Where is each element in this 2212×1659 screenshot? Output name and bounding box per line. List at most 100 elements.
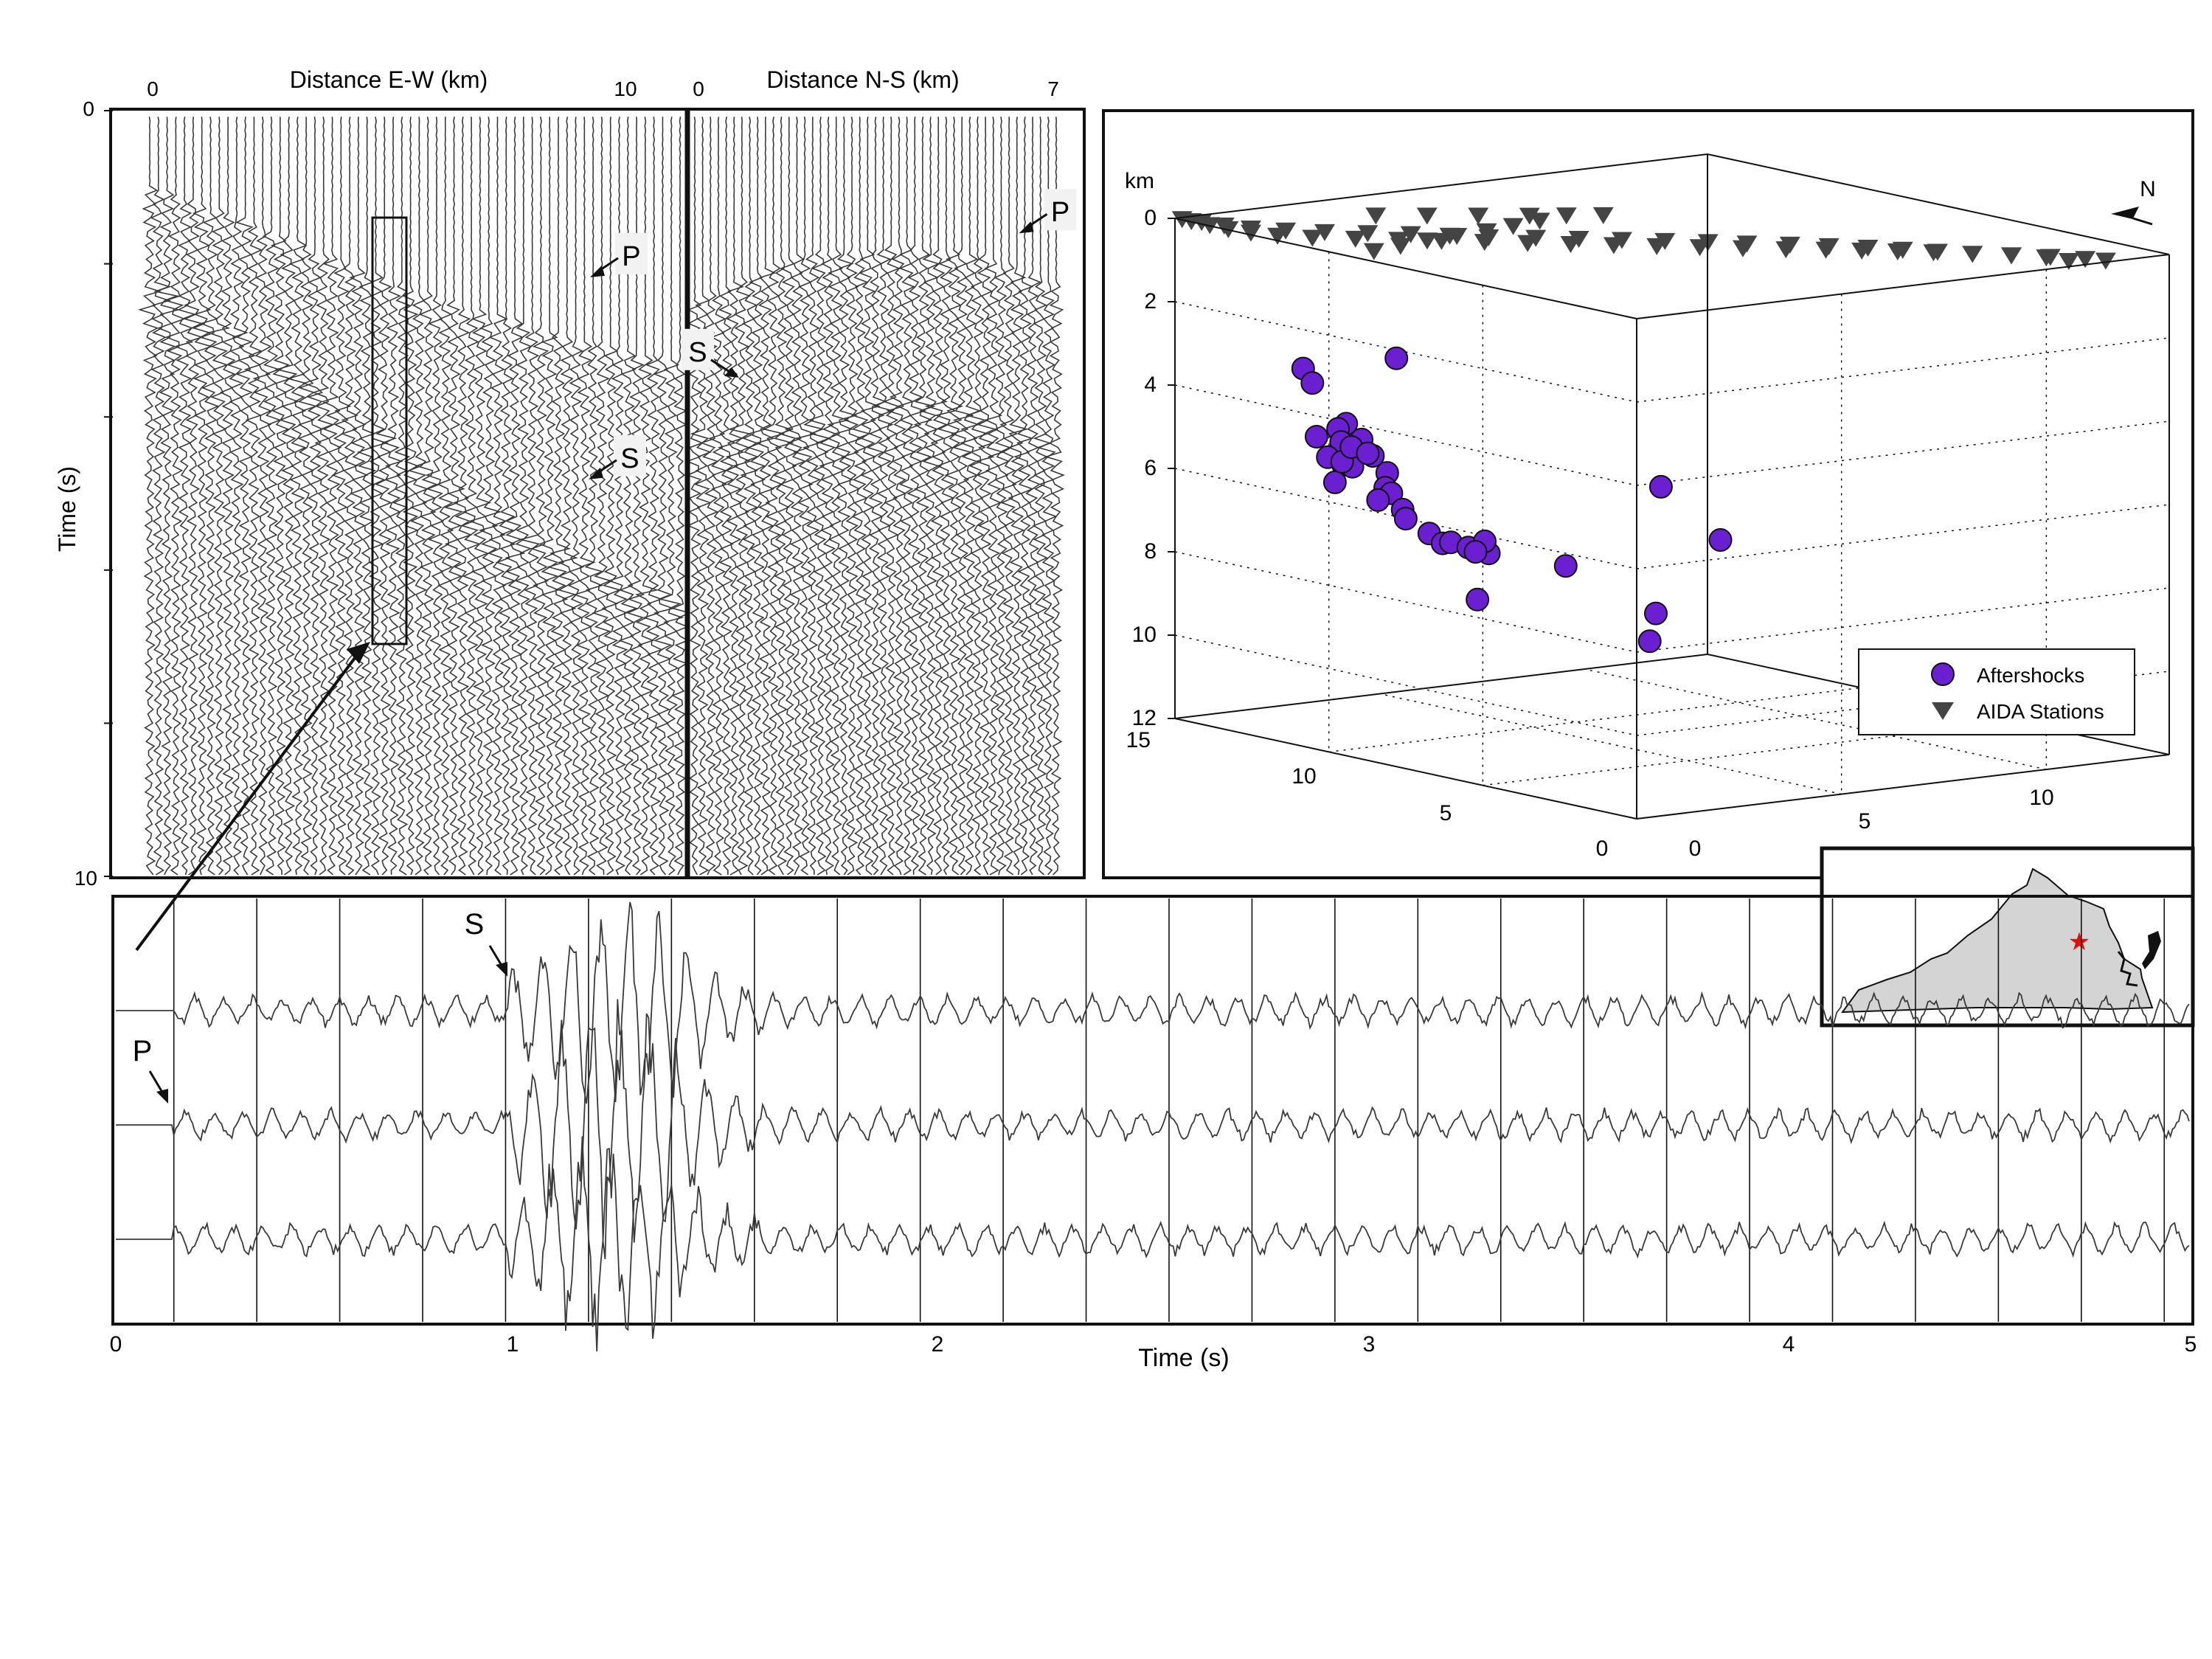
seismogram-trace <box>1044 117 1065 876</box>
y-tick-label: 10 <box>74 867 97 890</box>
seismogram-trace <box>478 117 502 875</box>
seismogram-trace <box>896 117 917 876</box>
station-marker <box>1654 232 1676 250</box>
north-arrow-icon <box>2111 207 2142 221</box>
seismogram-trace <box>153 117 181 876</box>
seismogram-trace <box>913 117 936 876</box>
waveform-panel: 0 1 2 3 4 5 Time (s) P S <box>110 895 2197 1372</box>
x-tick-label: 0 <box>693 77 704 100</box>
north-arrow: N <box>2111 177 2156 226</box>
y-tick-label: 0 <box>1689 837 1702 861</box>
aftershock-marker <box>1466 587 1490 612</box>
eastern-shore <box>2142 931 2161 969</box>
seismogram-trace <box>402 117 420 876</box>
seismogram-trace <box>192 117 214 876</box>
seismogram-trace <box>383 117 403 875</box>
box-edge <box>1636 254 2170 319</box>
waveform-trace <box>116 999 2190 1259</box>
seismogram-trace <box>219 117 238 876</box>
phase-label-p-ns: P <box>1019 189 1077 234</box>
x-tick-label: 0 <box>110 1332 122 1357</box>
legend-station-marker <box>1932 702 1954 720</box>
seismogram-trace <box>984 117 1005 876</box>
seismogram-trace <box>436 117 454 876</box>
aftershock-marker <box>1644 601 1668 626</box>
y-tick-label: 0 <box>83 97 94 120</box>
location-inset: ★ <box>1820 846 2195 1028</box>
seismogram-trace <box>583 117 604 876</box>
aftershock-marker <box>1356 441 1380 465</box>
station-marker <box>1191 214 1213 232</box>
hypocenter-panel: km 0 2 4 6 8 10 12 15 10 5 0 0 5 10 N Af… <box>1102 109 2194 879</box>
z-tick-label: 6 <box>1144 456 1157 480</box>
seismogram-trace <box>841 117 864 876</box>
hypocenter-frame <box>1102 109 2194 879</box>
seismogram-trace <box>762 117 786 876</box>
record-section-frame <box>109 108 1086 879</box>
seismogram-trace <box>538 117 561 876</box>
station-marker <box>1400 226 1421 243</box>
seismogram-trace <box>235 117 257 876</box>
phase-arrowhead <box>496 962 507 977</box>
box-edge <box>1174 654 1708 719</box>
seismogram-trace <box>137 117 162 876</box>
x-tick-label: 10 <box>1292 764 1316 789</box>
seismogram-trace <box>302 117 324 876</box>
seismogram-trace <box>772 117 794 876</box>
station-marker <box>2001 247 2022 265</box>
waveform-trace <box>116 901 2190 1104</box>
svg-text:P: P <box>622 241 640 272</box>
waveform-traces <box>116 901 2190 1352</box>
seismogram-trace <box>349 117 369 876</box>
aftershock-marker <box>1384 346 1409 370</box>
station-marker <box>1345 230 1366 248</box>
x-tick-label: 1 <box>507 1332 519 1357</box>
station-marker <box>2036 249 2057 267</box>
phase-label-p-ew: P <box>589 232 648 277</box>
seismogram-trace <box>226 117 249 876</box>
station-marker <box>1213 217 1235 235</box>
seismogram-trace <box>1036 117 1058 876</box>
box-edge <box>1707 153 2170 255</box>
gridline <box>1636 337 2170 403</box>
seismogram-trace <box>518 117 541 876</box>
seismogram-trace <box>807 117 831 876</box>
box-edge <box>1174 218 1637 319</box>
legend: Aftershocks AIDA Stations <box>1858 648 2135 735</box>
legend-box <box>1858 648 2135 735</box>
station-marker <box>1857 240 1879 257</box>
z-tick-label: 4 <box>1144 373 1157 397</box>
seismogram-trace <box>415 117 438 876</box>
seismogram-trace <box>514 117 533 876</box>
y-axis-label: Time (s) <box>54 466 80 552</box>
seismogram-trace <box>592 117 612 875</box>
gridline <box>1636 671 2170 736</box>
aftershock-marker <box>1553 554 1578 578</box>
phase-arrow <box>710 359 732 375</box>
seismogram-trace <box>198 117 220 876</box>
gridline <box>1379 693 1842 795</box>
zoom-pointer-arrowhead <box>347 642 370 664</box>
seismogram-trace <box>826 117 850 876</box>
phase-arrowhead <box>156 1089 168 1104</box>
phase-arrowhead <box>588 467 603 479</box>
seismogram-trace <box>670 117 692 876</box>
gridline <box>1584 668 2047 770</box>
seismogram-trace <box>993 117 1012 876</box>
gridline <box>1636 754 2170 820</box>
waveform-frame <box>111 895 2194 1326</box>
x-tick-label: 7 <box>1047 77 1059 100</box>
x-tick-label: 4 <box>1783 1332 1795 1357</box>
seismogram-trace <box>286 117 308 876</box>
station-marker <box>1314 224 1335 241</box>
z-axis-unit-label: km <box>1125 169 1154 193</box>
station-marker <box>1240 220 1261 238</box>
phase-arrowhead <box>1019 221 1034 234</box>
phase-label-p-wave: P <box>133 1035 168 1104</box>
station-marker <box>1416 232 1438 250</box>
y-axis-ticks <box>104 110 113 877</box>
seismogram-trace <box>487 117 508 876</box>
seismogram-trace <box>792 117 817 876</box>
svg-text:P: P <box>1051 197 1069 228</box>
